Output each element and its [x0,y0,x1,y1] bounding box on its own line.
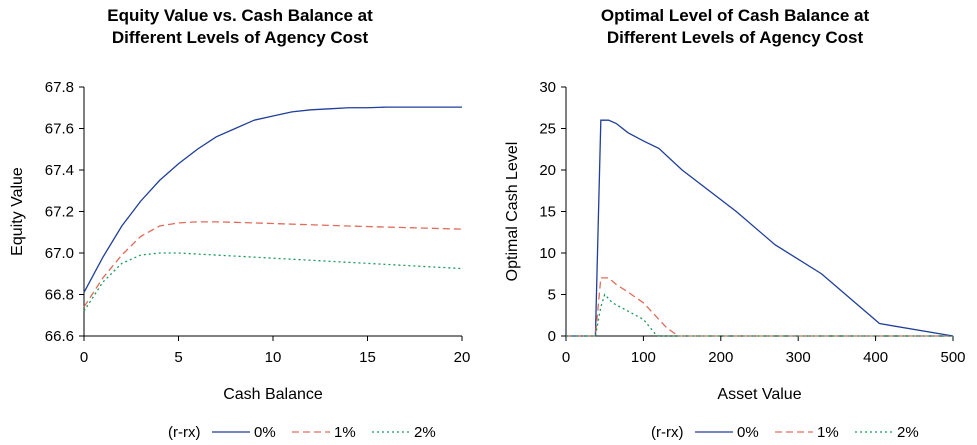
cash-x-tick-label: 400 [863,349,888,366]
cash-title-line: Different Levels of Agency Cost [607,28,864,47]
equity-y-tick-label: 66.8 [45,287,74,304]
equity-x-tick-label: 10 [265,349,282,366]
cash-legend-label-1pct: 1% [817,424,839,441]
equity-title-line: Equity Value vs. Cash Balance at [107,6,373,25]
equity-y-axis-label: Equity Value [9,167,26,256]
equity-x-tick-label: 15 [359,349,376,366]
cash-x-tick-label: 500 [940,349,965,366]
cash-x-axis-label: Asset Value [717,386,801,403]
cash-series-line-2pct [566,293,953,337]
cash-y-axis-label: Optimal Cash Level [504,142,521,282]
equity-y-tick-label: 67.0 [45,245,74,262]
equity-y-tick-label: 67.4 [45,162,74,179]
equity-series-line-0pct [83,106,462,293]
equity-legend-label-1pct: 1% [334,424,356,441]
equity-x-tick-label: 5 [174,349,182,366]
cash-y-tick-label: 25 [539,121,556,138]
cash-y-tick-label: 5 [548,287,556,304]
equity-legend-label-0pct: 0% [254,424,276,441]
equity-y-tick-label: 67.8 [45,79,74,96]
equity-y-tick-label: 67.2 [45,204,74,221]
equity-title-line: Different Levels of Agency Cost [112,28,369,47]
equity-legend: (r-rx) 0% 1% 2% [168,424,436,441]
cash-y-tick-label: 15 [539,204,556,221]
cash-series-line-0pct [566,119,954,337]
equity-legend-label-2pct: 2% [414,424,436,441]
equity-x-tick-label: 0 [80,349,88,366]
cash-legend: (r-rx) 0% 1% 2% [651,424,919,441]
equity-legend-title: (r-rx) [168,424,200,441]
equity-series-line-1pct [83,221,463,308]
equity-y-tick-label: 66.6 [45,328,74,345]
cash-x-tick-label: 0 [562,349,570,366]
equity-y-tick-label: 67.6 [45,121,74,138]
cash-chart: Optimal Level of Cash Balance at Differen… [504,6,966,441]
equity-chart: Equity Value vs. Cash Balance at Differen… [9,6,470,441]
cash-x-tick-label: 300 [786,349,811,366]
cash-y-tick-label: 0 [548,328,556,345]
cash-x-tick-label: 200 [708,349,733,366]
cash-y-tick-label: 20 [539,162,556,179]
equity-x-tick-label: 20 [454,349,471,366]
cash-title-line: Optimal Level of Cash Balance at [601,6,870,25]
equity-series-line-2pct [83,252,463,312]
cash-legend-title: (r-rx) [651,424,683,441]
cash-series-line-1pct [566,277,953,337]
cash-y-tick-label: 10 [539,245,556,262]
cash-y-tick-label: 30 [539,79,556,96]
cash-legend-label-2pct: 2% [897,424,919,441]
cash-x-tick-label: 100 [631,349,656,366]
equity-x-axis-label: Cash Balance [223,386,323,403]
cash-legend-label-0pct: 0% [737,424,759,441]
